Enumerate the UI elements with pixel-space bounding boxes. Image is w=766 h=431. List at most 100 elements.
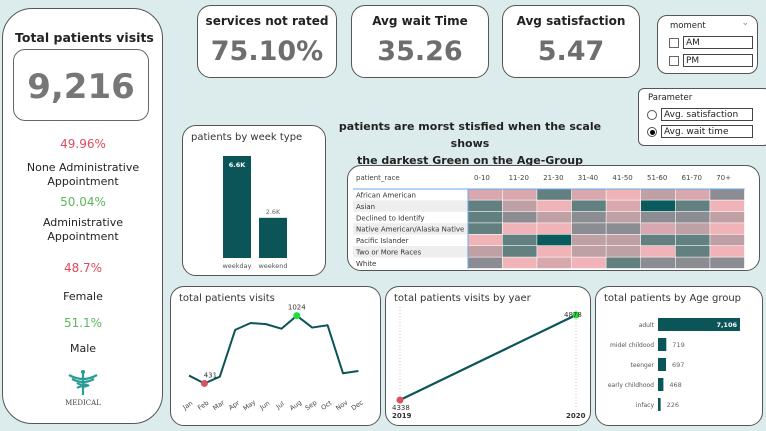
- row-band: [353, 200, 468, 212]
- heatmap-cell: [710, 189, 745, 200]
- heatmap-cell: [468, 200, 502, 212]
- row-label: Declined to Identify: [356, 214, 425, 222]
- parameter-option-wait-time[interactable]: Avg. wait time: [647, 125, 753, 138]
- radio-button[interactable]: [647, 109, 657, 120]
- column-header: 51-60: [647, 174, 667, 182]
- week-type-plot: 6.6K weekday 2.6K weekend: [222, 156, 288, 270]
- age-group-plot: adult 7,106 midel childood 719 teenger 697 ear…: [608, 318, 740, 411]
- chart-title: total patients visits: [179, 293, 275, 304]
- heatmap-cell: [606, 211, 641, 223]
- heatmap-cell: [641, 200, 675, 212]
- data-label: 6.6K: [229, 161, 247, 169]
- heatmap-cell: [468, 234, 502, 246]
- checkbox[interactable]: [669, 37, 679, 48]
- row-band: [353, 223, 468, 235]
- medical-logo: MEDICAL: [58, 369, 108, 407]
- option-label: AM: [683, 36, 753, 49]
- heatmap-cell: [537, 246, 572, 257]
- heatmap-cell: [641, 211, 675, 223]
- x-tick-label: May: [242, 398, 258, 412]
- heatmap-cell: [537, 257, 572, 269]
- heatmap-cell: [502, 200, 537, 212]
- x-tick-label: 2019: [392, 412, 412, 420]
- heatmap-cell: [606, 257, 641, 269]
- slicer-option-am[interactable]: AM: [669, 36, 753, 49]
- checkbox[interactable]: [669, 55, 679, 66]
- heatmap-cell: [571, 257, 606, 269]
- x-tick-label: weekday: [222, 262, 251, 270]
- kpi-value: 35.26: [377, 36, 463, 67]
- yearly-visits-plot: 4338 4878 2019 2020: [392, 307, 586, 420]
- data-label: 468: [669, 381, 681, 389]
- parameter-option-satisfaction[interactable]: Avg. satisfaction: [647, 108, 753, 121]
- heatmap-cell: [710, 200, 745, 212]
- heatmap-cell: [502, 234, 537, 246]
- parameter-title: Parameter: [648, 93, 693, 103]
- x-tick-label: Apr: [227, 399, 241, 412]
- heatmap-cell: [502, 257, 537, 269]
- heatmap-cell: [571, 223, 606, 234]
- slicer-title: moment: [670, 21, 706, 31]
- kpi-services-not-rated: services not rated 75.10%: [197, 5, 337, 78]
- heatmap-cell: [641, 234, 675, 246]
- heatmap-cell: [537, 234, 572, 246]
- heatmap-plot: patient_race 0-10 11-20 21-30 31-40 41-50 51-6…: [353, 174, 745, 269]
- x-tick-label: Nov: [334, 398, 349, 412]
- bar-weekday: [223, 156, 251, 258]
- bar-infacy: [658, 398, 661, 411]
- heatmap-cell: [675, 223, 710, 234]
- y-tick-label: midel childood: [610, 342, 654, 349]
- race-age-heatmap: patient_race 0-10 11-20 21-30 31-40 41-50 51-6…: [347, 165, 760, 271]
- heatmap-cell: [641, 223, 675, 234]
- data-label: 719: [672, 341, 684, 349]
- heatmap-cell: [710, 257, 745, 269]
- non-admin-label: None Administrative Appointment: [26, 161, 140, 188]
- bar-early childhood: [658, 378, 664, 391]
- option-label: Avg. wait time: [661, 125, 753, 138]
- heatmap-cell: [606, 234, 641, 246]
- heatmap-cell: [675, 211, 710, 223]
- heatmap-cell: [606, 189, 641, 200]
- x-tick-label: Sep: [304, 399, 319, 413]
- x-tick-label: Jul: [274, 400, 286, 412]
- yearly-visits-chart: total patients visits by yaer 4338 4878 20…: [385, 286, 591, 426]
- total-visits-value: 9,216: [27, 67, 135, 107]
- heatmap-cell: [675, 257, 710, 269]
- headline-line: the darkest Green on the Age-Group: [357, 154, 583, 167]
- kpi-value: 75.10%: [210, 36, 324, 67]
- heatmap-cell: [537, 223, 572, 234]
- x-tick-label: Jun: [258, 399, 272, 412]
- heatmap-cell: [571, 189, 606, 200]
- bar-weekend: [259, 217, 287, 258]
- y-tick-label: adult: [639, 322, 655, 329]
- male-percent: 51.1%: [63, 316, 103, 330]
- heatmap-cell: [537, 200, 572, 212]
- x-tick-label: Mar: [211, 398, 226, 412]
- heatmap-cell: [606, 223, 641, 234]
- chevron-down-icon[interactable]: ⌄: [741, 18, 749, 28]
- min-label: 431: [204, 371, 217, 379]
- x-tick-label: Oct: [320, 399, 334, 412]
- heatmap-cell: [641, 257, 675, 269]
- column-header: 31-40: [578, 174, 598, 182]
- heatmap-cell: [675, 234, 710, 246]
- kpi-avg-satisfaction: Avg satisfaction 5.47: [502, 5, 640, 78]
- heatmap-cell: [571, 200, 606, 212]
- radio-button[interactable]: [647, 126, 657, 137]
- column-header: 41-50: [612, 174, 632, 182]
- chart-title: total patients by Age group: [604, 293, 742, 304]
- column-header: 70+: [716, 174, 731, 182]
- insight-headline: patients are morst stisfied when the sca…: [330, 118, 610, 169]
- option-label: PM: [683, 54, 753, 67]
- slicer-option-pm[interactable]: PM: [669, 54, 753, 67]
- caduceus-icon: [68, 370, 98, 395]
- heatmap-cell: [502, 223, 537, 234]
- row-header: patient_race: [356, 174, 400, 182]
- data-label: 7,106: [716, 321, 737, 329]
- x-tick-label: weekend: [258, 262, 287, 270]
- parameter-selector: Parameter Avg. satisfaction Avg. wait ti…: [638, 88, 766, 146]
- min-point: [200, 379, 208, 387]
- headline-line: patients are morst stisfied when the sca…: [338, 120, 602, 150]
- kpi-title: services not rated: [205, 14, 329, 28]
- bar-adult: [658, 318, 740, 331]
